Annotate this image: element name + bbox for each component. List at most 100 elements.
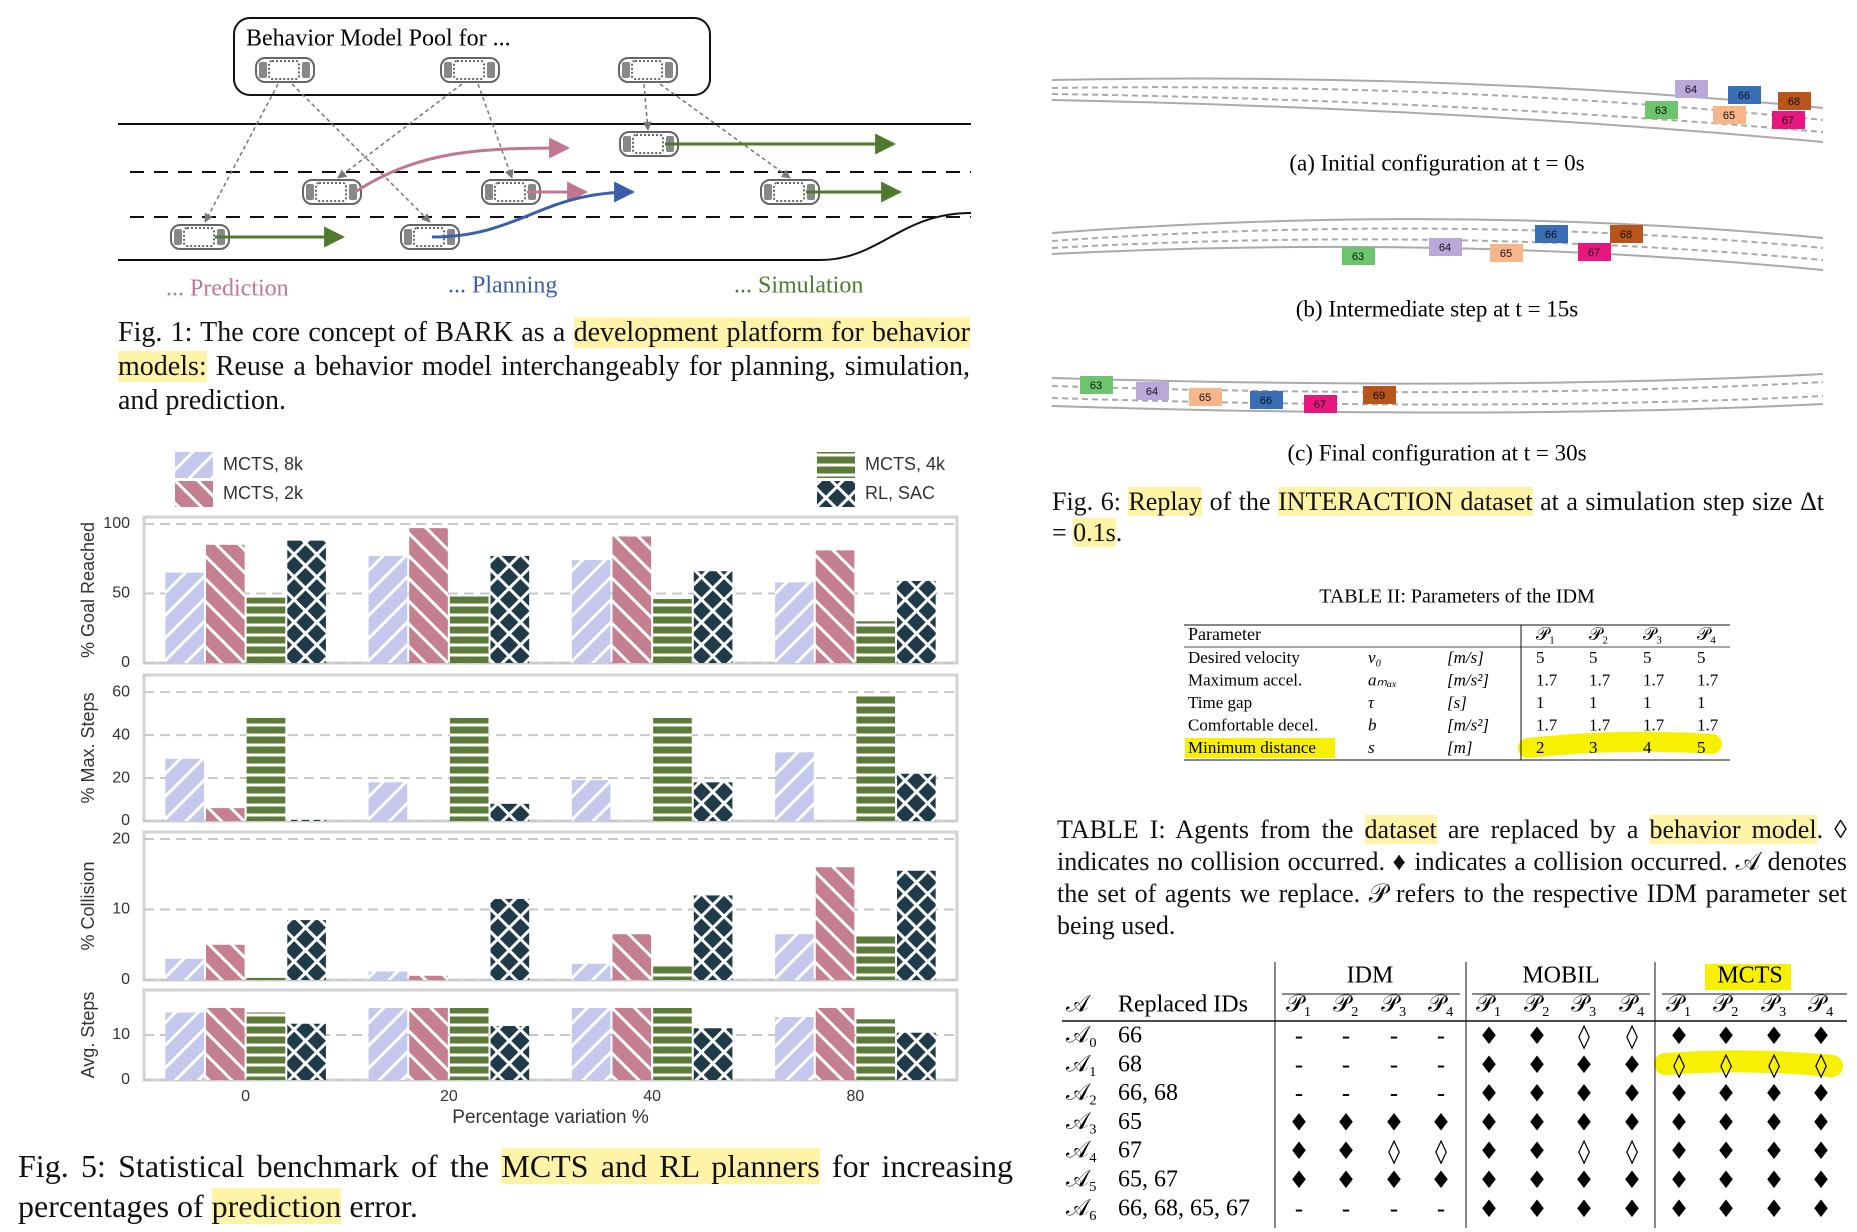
arrows <box>204 83 903 248</box>
agent: 𝒜₆ <box>1066 1195 1097 1221</box>
caption-text: . <box>1115 518 1123 547</box>
vehicle <box>1363 386 1396 404</box>
bar <box>856 934 896 980</box>
vehicle-id: 67 <box>1782 115 1794 127</box>
result-cell: - <box>1437 1195 1446 1223</box>
result-cell: ♦ <box>1668 1137 1690 1165</box>
result-cell: ♦ <box>1715 1137 1737 1165</box>
result-cell: ♦ <box>1288 1166 1310 1194</box>
legend-label: MCTS, 8k <box>223 454 304 474</box>
bar <box>490 803 530 821</box>
bar <box>368 1008 408 1080</box>
caption-text: . ◊ indicates no collision occurred. ♦ i… <box>1057 815 1847 940</box>
table-cell: τ <box>1368 693 1375 712</box>
highlighted-text: behavior model <box>1649 815 1817 844</box>
caption-text: Fig. 1: The core concept of BARK as a <box>118 317 574 348</box>
result-cell: ♦ <box>1526 1022 1548 1050</box>
caption-text: at a simulation step size Δt = <box>1052 487 1825 547</box>
result-cell: ♦ <box>1335 1137 1357 1165</box>
result-cell: - <box>1390 1195 1399 1223</box>
bar <box>368 971 408 980</box>
result-cell: ♦ <box>1430 1108 1452 1136</box>
y-tick-label: 20 <box>112 830 130 847</box>
vehicle-id: 66 <box>1260 395 1272 407</box>
x-tick-label: 80 <box>846 1088 864 1105</box>
highlighted-text: 0.1s <box>1073 518 1116 547</box>
bar <box>571 560 611 663</box>
table-cell: s <box>1368 738 1375 757</box>
x-tick-label: 20 <box>440 1088 458 1105</box>
bar <box>653 599 692 663</box>
vehicle <box>1490 244 1523 262</box>
bar <box>246 597 286 663</box>
table-cell: 1.7 <box>1536 670 1558 689</box>
y-axis-label: % Goal Reached <box>78 522 98 658</box>
result-cell: ♦ <box>1335 1166 1357 1194</box>
result-cell: ♦ <box>1763 1195 1785 1223</box>
bar <box>409 528 448 663</box>
x-tick-label: 40 <box>643 1088 661 1105</box>
bar <box>897 1032 936 1080</box>
x-tick-label: 0 <box>241 1088 250 1105</box>
result-cell: ♦ <box>1763 1108 1785 1136</box>
vehicle-id: 68 <box>1620 229 1632 241</box>
fig1-label: ... Planning <box>448 273 557 299</box>
bar <box>897 870 936 980</box>
bar <box>490 898 530 980</box>
bar <box>165 572 204 663</box>
result-cell: ◊ <box>1768 1051 1780 1079</box>
table-header: 𝒫₁ <box>1536 624 1555 644</box>
result-cell: ♦ <box>1573 1080 1595 1108</box>
bar <box>287 920 326 980</box>
bar <box>287 1023 326 1080</box>
bar <box>856 694 896 821</box>
result-cell: ♦ <box>1478 1195 1500 1223</box>
bar <box>409 975 448 980</box>
y-tick-label: 20 <box>112 769 130 786</box>
y-tick-label: 0 <box>121 971 130 988</box>
y-tick-label: 10 <box>112 1026 130 1043</box>
table-cell: 3 <box>1589 738 1598 757</box>
bar <box>368 782 408 821</box>
table-cell: 1.7 <box>1536 715 1558 734</box>
bar <box>775 1017 814 1080</box>
agent: 𝒜₅ <box>1066 1167 1097 1193</box>
result-cell: ♦ <box>1810 1022 1832 1050</box>
result-cell: ♦ <box>1478 1051 1500 1079</box>
result-cell: ◊ <box>1815 1051 1827 1079</box>
result-cell: ♦ <box>1763 1080 1785 1108</box>
bar <box>409 1008 448 1080</box>
table-cell: Maximum accel. <box>1188 670 1302 689</box>
bar <box>612 934 652 980</box>
bar <box>653 717 692 821</box>
result-cell: ♦ <box>1715 1166 1737 1194</box>
bar <box>693 782 733 821</box>
result-cell: ◊ <box>1626 1022 1638 1050</box>
result-cell: ◊ <box>1578 1137 1590 1165</box>
table-cell: [m/s²] <box>1447 715 1489 734</box>
result-cell: ♦ <box>1478 1166 1500 1194</box>
param-header: 𝒫₄ <box>1808 992 1834 1018</box>
y-tick-label: 0 <box>121 812 130 829</box>
pool-title: Behavior Model Pool for ... <box>246 26 511 52</box>
bar <box>490 1026 530 1080</box>
result-cell: - <box>1437 1080 1446 1108</box>
table-header: Parameter <box>1188 624 1261 644</box>
table-cell: 1.7 <box>1643 715 1665 734</box>
bar <box>246 717 286 821</box>
legend-swatch <box>817 481 855 507</box>
table-cell: 4 <box>1643 738 1652 757</box>
result-cell: ♦ <box>1383 1166 1405 1194</box>
result-cell: ♦ <box>1478 1137 1500 1165</box>
highlight <box>1654 1050 1843 1077</box>
y-axis-label: % Collision <box>78 861 98 950</box>
table-cell: 2 <box>1536 738 1545 757</box>
vehicle-id: 64 <box>1439 242 1451 254</box>
vehicle-id: 68 <box>1788 96 1800 108</box>
vehicle-id: 69 <box>1373 390 1385 402</box>
result-cell: - <box>1295 1080 1304 1108</box>
result-cell: ♦ <box>1715 1022 1737 1050</box>
table-header: Replaced IDs <box>1118 992 1248 1018</box>
table-header: 𝒫₃ <box>1643 624 1662 644</box>
table-cell: 1 <box>1589 693 1598 712</box>
